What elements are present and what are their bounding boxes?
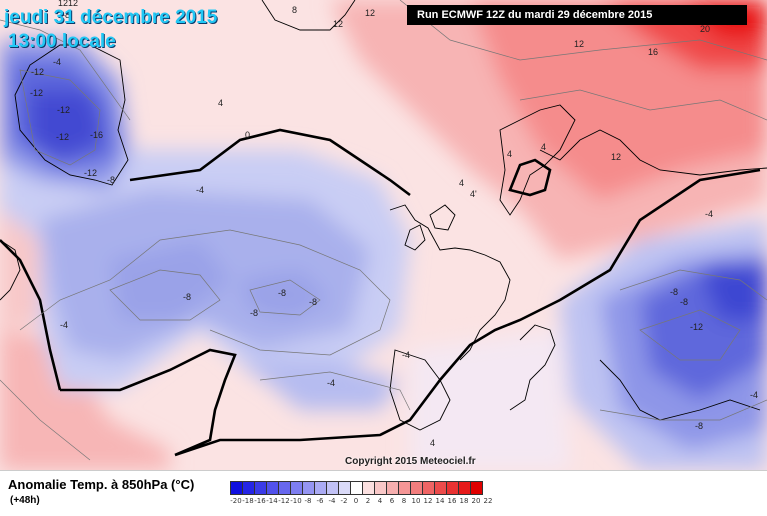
scale-tick-label: -16 <box>254 497 266 505</box>
svg-text:4: 4 <box>459 178 464 188</box>
svg-text:-4: -4 <box>196 185 204 195</box>
svg-text:-8: -8 <box>107 175 115 185</box>
color-scale-ticks: -20 -18 -16 -14 -12 -10 -8 -6 -4 -2 0 2 4 6 8 10 12 14 16 1… <box>230 497 494 505</box>
svg-text:12: 12 <box>611 152 621 162</box>
svg-text:4: 4 <box>541 142 546 152</box>
parameter-label: Anomalie Temp. à 850hPa (°C) <box>8 477 195 492</box>
svg-text:1212: 1212 <box>58 0 78 8</box>
anomaly-contours <box>0 0 767 461</box>
svg-text:-8: -8 <box>695 421 703 431</box>
svg-text:4: 4 <box>507 149 512 159</box>
scale-tick-label: 2 <box>365 497 371 505</box>
scale-tick-label: -8 <box>304 497 312 505</box>
scale-tick-label: 8 <box>401 497 407 505</box>
color-scale <box>230 481 483 495</box>
svg-text:-8: -8 <box>62 10 70 20</box>
scale-tick-label: -18 <box>242 497 254 505</box>
svg-text:-16: -16 <box>90 130 103 140</box>
svg-text:16: 16 <box>648 47 658 57</box>
svg-text:-4: -4 <box>327 378 335 388</box>
svg-text:-8: -8 <box>680 297 688 307</box>
svg-text:-12: -12 <box>30 88 43 98</box>
scale-tick-label: -20 <box>230 497 242 505</box>
svg-text:4: 4 <box>218 98 223 108</box>
scale-tick-label: -10 <box>290 497 302 505</box>
scale-tick-label: -4 <box>328 497 336 505</box>
svg-text:-12: -12 <box>57 105 70 115</box>
svg-text:-8: -8 <box>183 292 191 302</box>
scale-tick-label: 0 <box>353 497 359 505</box>
scale-swatch <box>470 481 483 495</box>
forecast-date-title: jeudi 31 décembre 2015 <box>4 7 218 28</box>
svg-text:4: 4 <box>430 438 435 448</box>
contour-labels: 1212 -8 8 12 12 -12 -4 -12 -12 -12 -16 -… <box>30 0 758 448</box>
anomaly-color-field <box>0 0 767 470</box>
svg-text:-12: -12 <box>690 322 703 332</box>
svg-text:20: 20 <box>700 24 710 34</box>
svg-text:8: 8 <box>292 5 297 15</box>
svg-text:12: 12 <box>365 8 375 18</box>
scale-tick-label: 4 <box>377 497 383 505</box>
scale-tick-label: 6 <box>389 497 395 505</box>
scale-tick-label: -12 <box>278 497 290 505</box>
scale-tick-label: 10 <box>411 497 421 505</box>
svg-text:12: 12 <box>333 19 343 29</box>
scale-tick-label: -2 <box>340 497 348 505</box>
svg-text:-4: -4 <box>53 57 61 67</box>
svg-text:-12: -12 <box>31 67 44 77</box>
scale-tick-label: -14 <box>266 497 278 505</box>
svg-text:-12: -12 <box>56 132 69 142</box>
svg-text:0: 0 <box>245 130 250 140</box>
svg-text:-4: -4 <box>705 209 713 219</box>
copyright-text: Copyright 2015 Meteociel.fr <box>345 456 476 467</box>
scale-tick-label: 16 <box>447 497 457 505</box>
scale-tick-label: 18 <box>459 497 469 505</box>
svg-text:-4: -4 <box>60 320 68 330</box>
scale-tick-label: 20 <box>471 497 481 505</box>
svg-text:-12: -12 <box>84 168 97 178</box>
svg-text:-4: -4 <box>402 350 410 360</box>
svg-text:-4: -4 <box>750 390 758 400</box>
svg-text:12: 12 <box>574 39 584 49</box>
lead-time-label: (+48h) <box>10 495 40 506</box>
model-run-label: Run ECMWF 12Z du mardi 29 décembre 2015 <box>407 5 747 25</box>
legend-footer: Anomalie Temp. à 850hPa (°C) (+48h) -20-… <box>0 470 767 516</box>
svg-text:-8: -8 <box>250 308 258 318</box>
coastlines <box>0 0 767 431</box>
svg-text:-8: -8 <box>309 297 317 307</box>
scale-tick-label: -6 <box>316 497 324 505</box>
scale-tick-label: 12 <box>423 497 433 505</box>
svg-text:-8: -8 <box>278 288 286 298</box>
scale-tick-label: 22 <box>483 497 493 505</box>
svg-text:4': 4' <box>470 189 477 199</box>
svg-text:-8: -8 <box>670 287 678 297</box>
forecast-time-title: 13:00 locale <box>8 31 116 52</box>
temperature-anomaly-map: 1212 -8 8 12 12 -12 -4 -12 -12 -12 -16 -… <box>0 0 767 470</box>
scale-tick-label: 14 <box>435 497 445 505</box>
